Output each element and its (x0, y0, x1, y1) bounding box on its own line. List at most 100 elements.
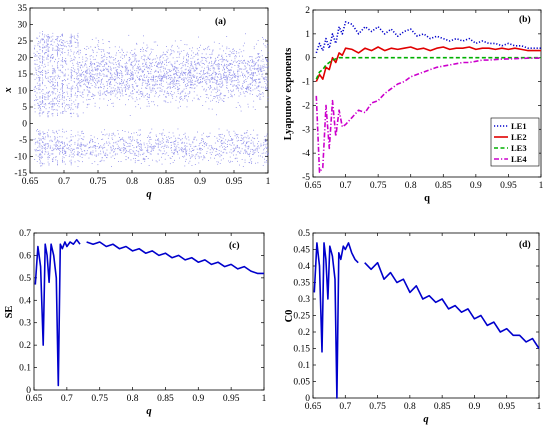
scatter-point (74, 87, 76, 89)
scatter-point (245, 81, 247, 82)
scatter-point (222, 84, 224, 86)
scatter-point (62, 92, 63, 94)
scatter-point (238, 95, 240, 97)
scatter-point (185, 87, 187, 89)
scatter-point (38, 79, 40, 80)
scatter-point (247, 103, 249, 105)
scatter-point (59, 152, 61, 154)
scatter-point (186, 149, 188, 151)
scatter-point (192, 150, 194, 151)
scatter-point (186, 106, 188, 108)
scatter-point (162, 137, 163, 139)
scatter-point (245, 91, 247, 92)
scatter-point (43, 111, 45, 113)
scatter-point (262, 77, 264, 79)
scatter-point (217, 67, 219, 69)
scatter-point (47, 44, 48, 45)
scatter-point (236, 61, 238, 63)
scatter-point (89, 91, 91, 93)
scatter-point (60, 69, 61, 71)
scatter-point (85, 48, 87, 50)
scatter-point (63, 111, 65, 112)
scatter-point (90, 135, 92, 136)
scatter-point (231, 96, 233, 98)
scatter-point (47, 134, 49, 136)
scatter-point (39, 42, 41, 44)
scatter-point (141, 144, 142, 146)
scatter-point (77, 115, 79, 117)
scatter-point (199, 64, 201, 66)
scatter-point (118, 62, 120, 64)
scatter-point (46, 43, 48, 45)
scatter-point (247, 106, 249, 108)
scatter-point (153, 80, 154, 82)
scatter-point (91, 163, 93, 164)
scatter-point (131, 91, 133, 92)
scatter-point (38, 80, 40, 82)
scatter-point (153, 78, 154, 80)
scatter-point (39, 138, 41, 140)
scatter-point (186, 58, 187, 60)
scatter-point (236, 146, 238, 148)
series-line-le3 (315, 56, 541, 80)
scatter-point (149, 68, 151, 70)
scatter-point (134, 160, 136, 162)
scatter-point (221, 45, 223, 47)
scatter-point (218, 73, 219, 75)
y-tick-label: 0.2 (19, 341, 31, 351)
scatter-point (166, 139, 168, 140)
scatter-point (52, 109, 54, 111)
scatter-point (121, 50, 123, 52)
scatter-point (50, 41, 52, 42)
scatter-point (82, 58, 84, 60)
scatter-point (42, 151, 43, 153)
scatter-point (186, 99, 188, 101)
scatter-point (126, 68, 128, 70)
scatter-point (89, 70, 90, 72)
scatter-point (262, 93, 264, 95)
scatter-point (224, 65, 226, 67)
scatter-point (199, 143, 201, 144)
scatter-point (57, 53, 58, 55)
scatter-point (156, 87, 158, 89)
scatter-point (267, 146, 269, 148)
scatter-point (126, 80, 128, 82)
scatter-point (204, 57, 205, 58)
scatter-point (75, 106, 77, 108)
scatter-point (100, 83, 101, 85)
scatter-point (77, 153, 79, 155)
scatter-point (109, 143, 111, 145)
scatter-point (41, 97, 43, 98)
scatter-point (166, 92, 168, 94)
scatter-point (48, 156, 50, 158)
scatter-point (80, 145, 82, 147)
scatter-point (260, 145, 262, 147)
scatter-point (139, 79, 140, 81)
scatter-point (90, 79, 92, 80)
scatter-point (152, 79, 154, 81)
scatter-point (158, 62, 159, 64)
scatter-point (146, 64, 148, 66)
scatter-point (115, 69, 117, 71)
scatter-point (266, 79, 267, 81)
scatter-point (191, 81, 193, 83)
scatter-point (59, 36, 61, 37)
scatter-point (256, 86, 258, 88)
y-tick-label: -4 (302, 149, 310, 159)
scatter-point (76, 77, 78, 79)
scatter-point (243, 82, 245, 83)
scatter-point (157, 64, 159, 66)
scatter-point (77, 160, 79, 161)
scatter-point (197, 131, 198, 133)
scatter-point (215, 57, 216, 59)
scatter-point (257, 69, 259, 71)
scatter-point (79, 75, 81, 77)
scatter-point (218, 83, 220, 85)
scatter-point (239, 92, 241, 94)
x-tick-label: 0.9 (192, 394, 204, 404)
scatter-point (245, 88, 247, 89)
scatter-point (132, 150, 134, 152)
scatter-point (246, 143, 247, 144)
scatter-point (201, 59, 203, 61)
scatter-point (132, 54, 134, 56)
